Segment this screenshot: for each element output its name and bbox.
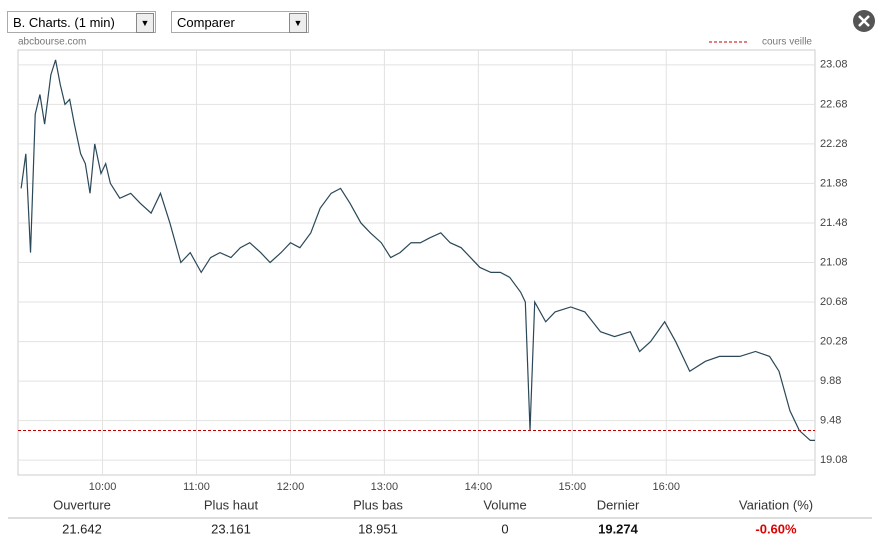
interval-select[interactable]: B. Charts. (1 min) ▼ [7, 11, 156, 33]
x-tick-label: 15:00 [559, 481, 587, 493]
y-tick-label: 22.28 [820, 138, 848, 150]
table-value: 21.642 [62, 521, 102, 536]
y-tick-label: 9.48 [820, 415, 841, 427]
x-tick-label: 14:00 [465, 481, 493, 493]
table-header: Ouverture [53, 497, 111, 512]
compare-select[interactable]: Comparer ▼ [171, 11, 309, 33]
y-tick-label: 19.08 [820, 454, 848, 466]
price-line [20, 59, 815, 442]
interval-label: B. Charts. (1 min) [13, 15, 115, 30]
x-tick-label: 13:00 [371, 481, 399, 493]
table-value: 19.274 [598, 521, 639, 536]
y-tick-label: 21.88 [820, 177, 848, 189]
table-header: Volume [483, 497, 526, 512]
x-tick-label: 10:00 [89, 481, 117, 493]
table-value: 0 [501, 521, 508, 536]
legend-label: cours veille [762, 37, 812, 48]
table-header: Variation (%) [739, 497, 813, 512]
y-tick-label: 23.08 [820, 59, 848, 71]
close-icon [858, 15, 870, 27]
x-tick-label: 11:00 [183, 481, 210, 493]
table-value: 23.161 [211, 521, 251, 536]
table-header: Dernier [597, 497, 640, 512]
y-tick-label: 20.28 [820, 335, 848, 347]
y-tick-label: 20.68 [820, 296, 848, 308]
table-value: 18.951 [358, 521, 398, 536]
dropdown-arrow: ▼ [136, 13, 154, 33]
x-tick-label: 16:00 [652, 481, 680, 493]
compare-label: Comparer [177, 15, 235, 30]
y-tick-label: 22.68 [820, 98, 848, 110]
table-header: Plus haut [204, 497, 259, 512]
y-tick-label: 21.08 [820, 256, 848, 268]
y-tick-label: 9.88 [820, 375, 841, 387]
table-header: Plus bas [353, 497, 403, 512]
y-tick-label: 21.48 [820, 217, 848, 229]
table-value: -0.60% [755, 521, 797, 536]
source: abcbourse.com [18, 37, 86, 48]
x-tick-label: 12:00 [277, 481, 305, 493]
dropdown-arrow: ▼ [289, 13, 307, 33]
